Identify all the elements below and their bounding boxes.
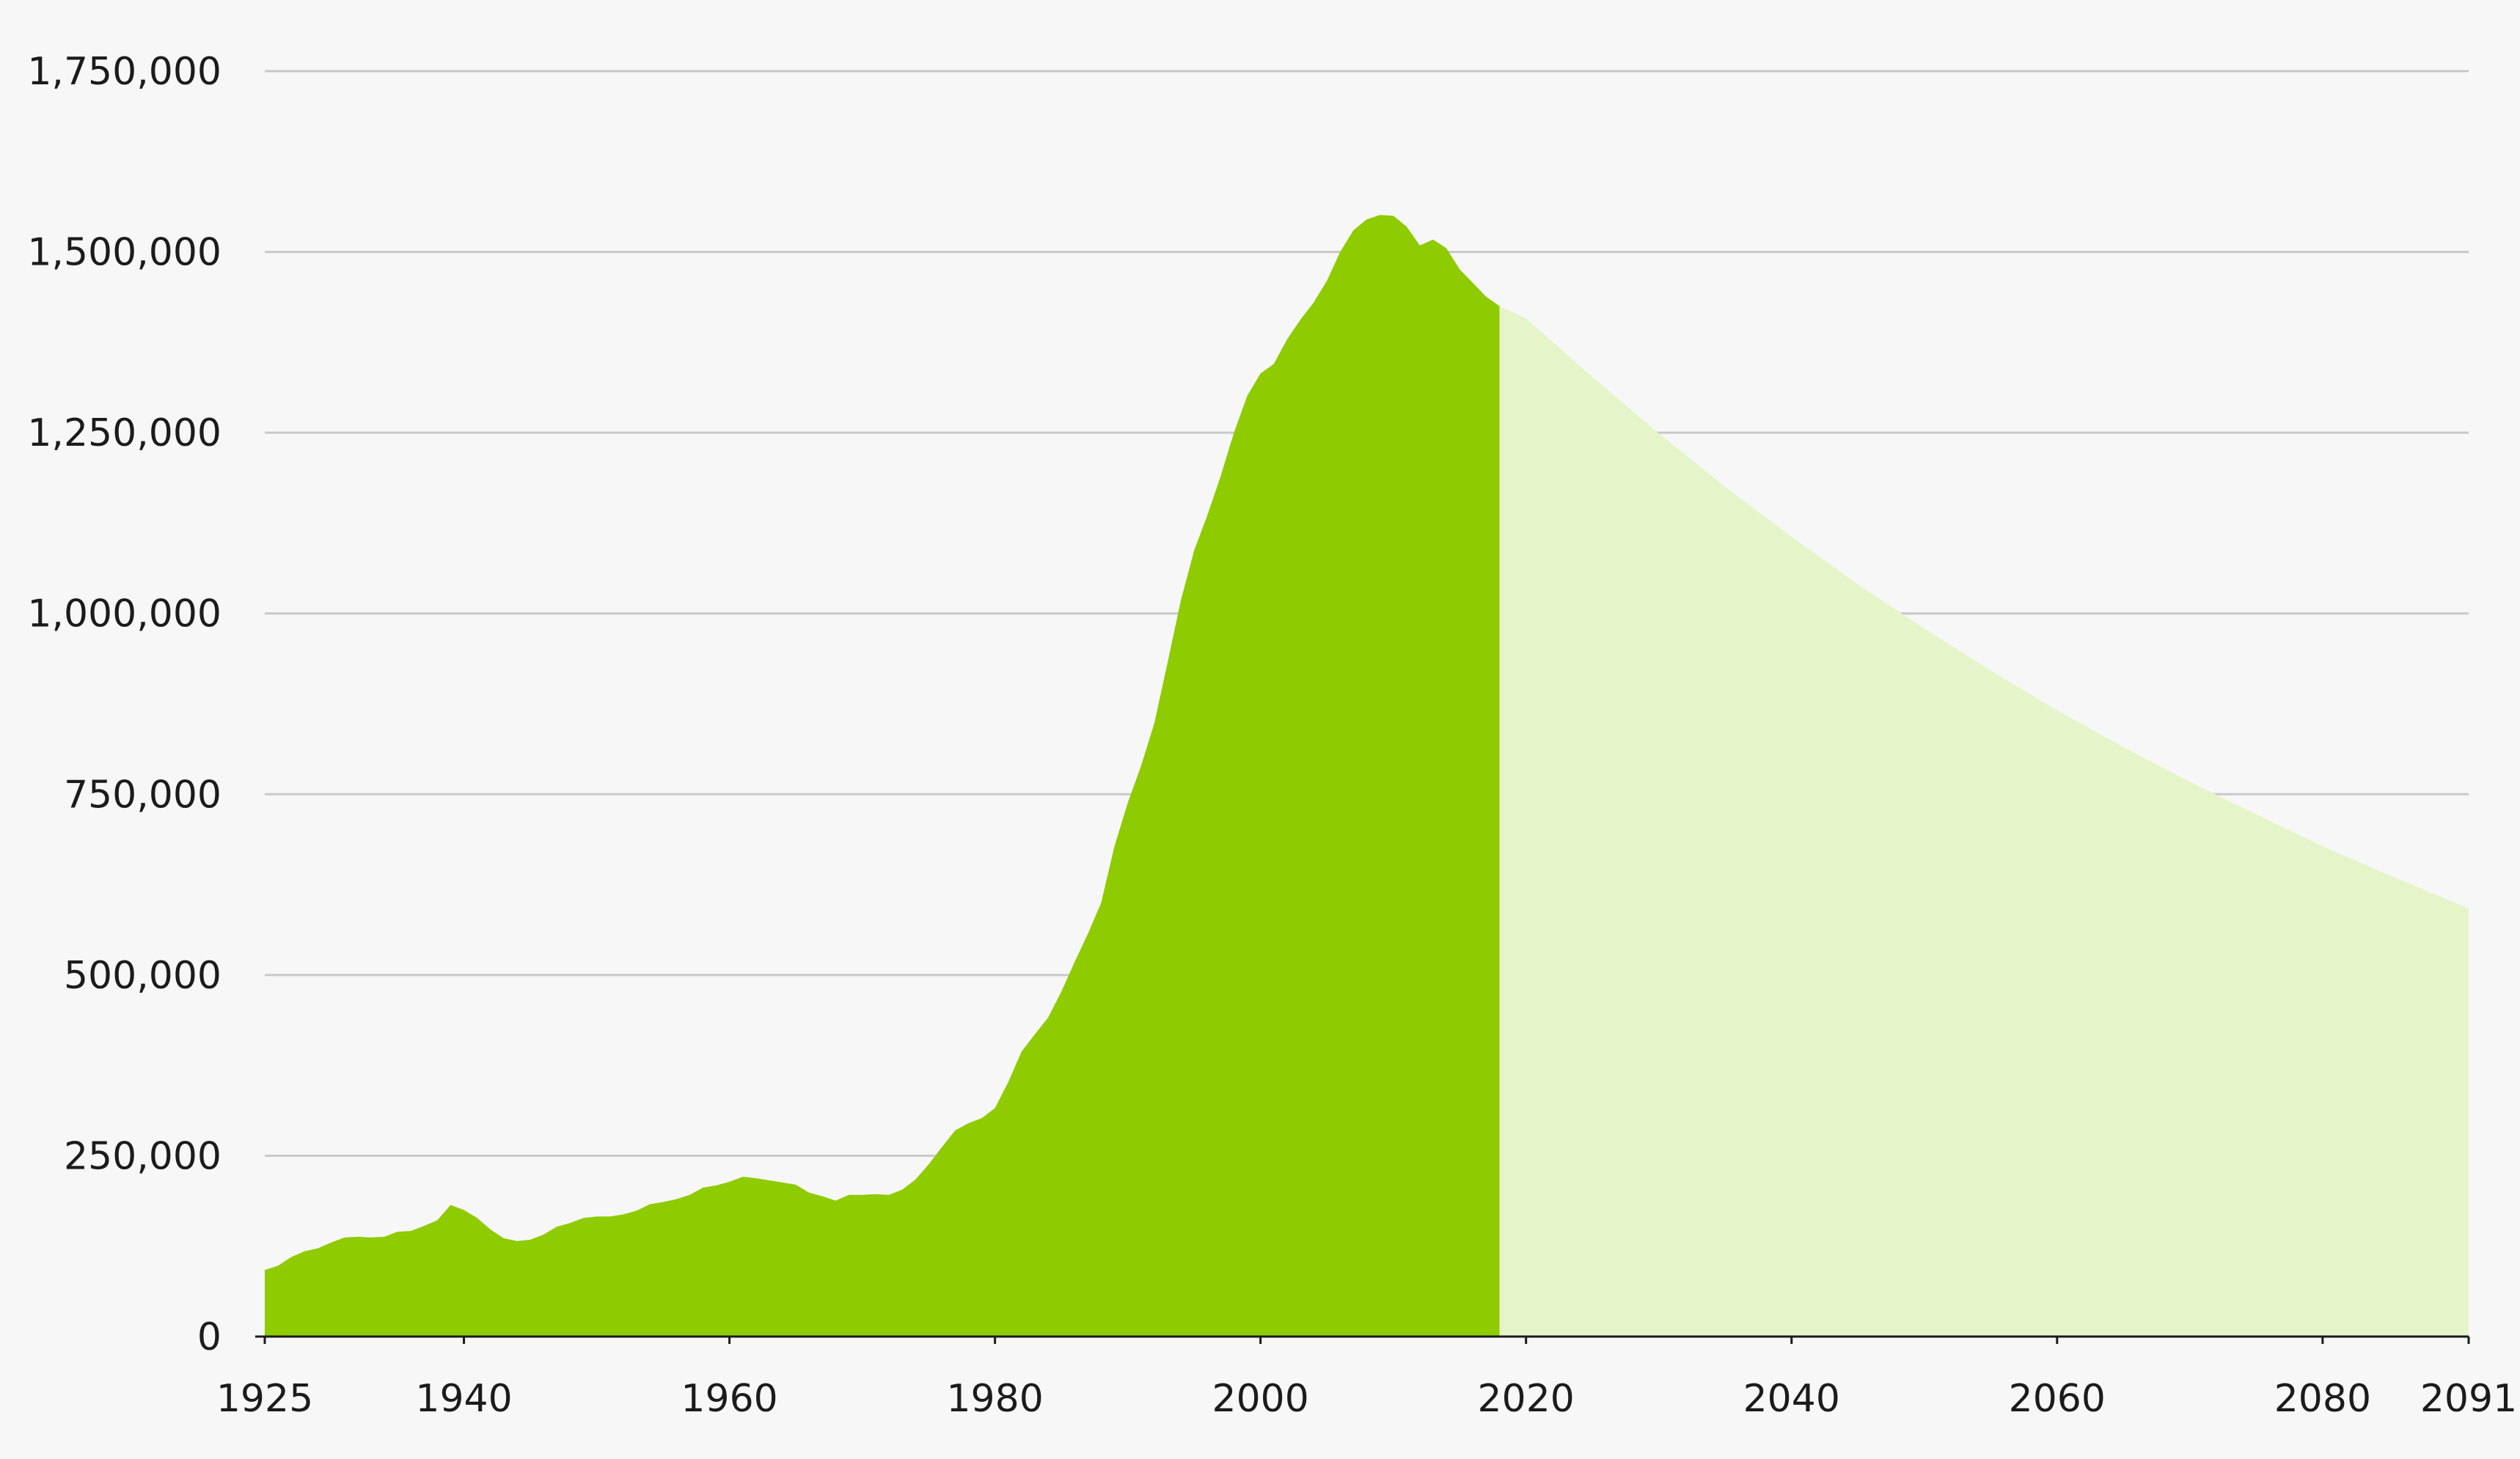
y-tick-label: 1,000,000	[27, 592, 221, 636]
y-tick-label: 1,250,000	[27, 411, 221, 455]
y-tick-label: 250,000	[64, 1134, 221, 1178]
x-tick-labels: 1925 1940 1960 1980 2000 2020 2040 2060 2080 2091	[216, 1377, 2517, 1421]
x-tick-label: 2020	[1478, 1377, 1575, 1421]
x-tick-label: 2040	[1743, 1377, 1840, 1421]
x-tick-label: 1940	[415, 1377, 512, 1421]
y-tick-label: 750,000	[64, 773, 221, 817]
x-tick-label: 2000	[1212, 1377, 1309, 1421]
x-tick-label: 1960	[681, 1377, 777, 1421]
x-tick-label: 1980	[946, 1377, 1043, 1421]
y-tick-label: 1,500,000	[27, 231, 221, 275]
y-tick-label: 1,750,000	[27, 50, 221, 94]
axis-layer	[255, 1335, 2470, 1344]
x-tick-label: 2080	[2274, 1377, 2371, 1421]
series-layer	[265, 215, 2469, 1337]
y-tick-label: 0	[197, 1315, 221, 1359]
y-tick-label: 500,000	[64, 954, 221, 998]
x-tick-label: 1925	[216, 1377, 313, 1421]
historical-area	[265, 215, 1500, 1337]
y-tick-labels: 0 250,000 500,000 750,000 1,000,000 1,250,000…	[27, 50, 221, 1359]
x-tick-label: 2060	[2009, 1377, 2106, 1421]
projection-area	[1499, 306, 2469, 1337]
x-tick-label: 2091	[2420, 1377, 2517, 1421]
